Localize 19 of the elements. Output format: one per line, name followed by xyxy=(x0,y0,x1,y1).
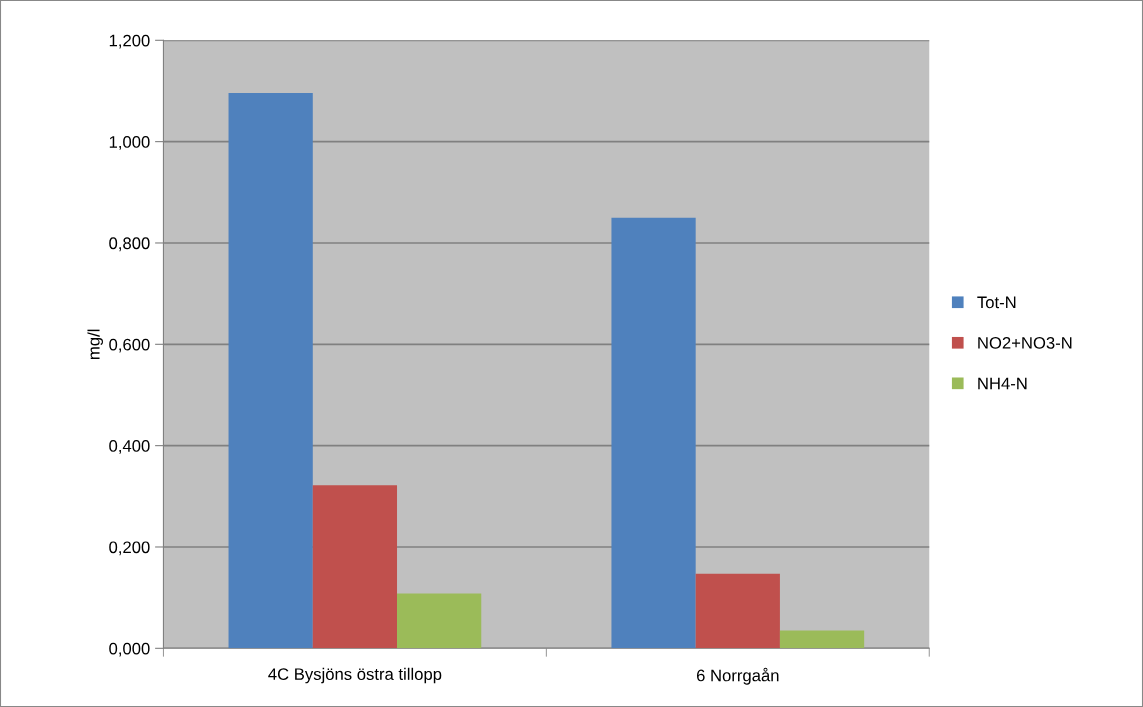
bar xyxy=(611,217,696,649)
bar xyxy=(779,630,865,649)
bar xyxy=(312,485,398,649)
bar xyxy=(228,92,313,649)
y-tick-label: 1,000 xyxy=(109,136,150,150)
y-tick-label: 0,400 xyxy=(109,440,150,454)
y-tick-label: 1,200 xyxy=(109,34,150,49)
legend-label: NH4-N xyxy=(978,377,1027,390)
x-tick-label: 4C Bysjöns östra tillopp xyxy=(268,667,442,684)
legend-label: Tot-N xyxy=(977,296,1016,309)
y-axis-title: mg/l xyxy=(87,329,103,359)
y-tick-label: 0,600 xyxy=(109,338,150,353)
bar xyxy=(695,573,780,649)
y-tick-label: 0,000 xyxy=(109,642,150,657)
y-tick-label: 0,800 xyxy=(109,237,150,252)
bar xyxy=(397,593,482,649)
y-tick-label: 0,200 xyxy=(109,541,150,556)
legend-label: NO2+NO3-N xyxy=(978,336,1072,349)
x-tick-label: 6 Norrgaån xyxy=(696,667,779,685)
